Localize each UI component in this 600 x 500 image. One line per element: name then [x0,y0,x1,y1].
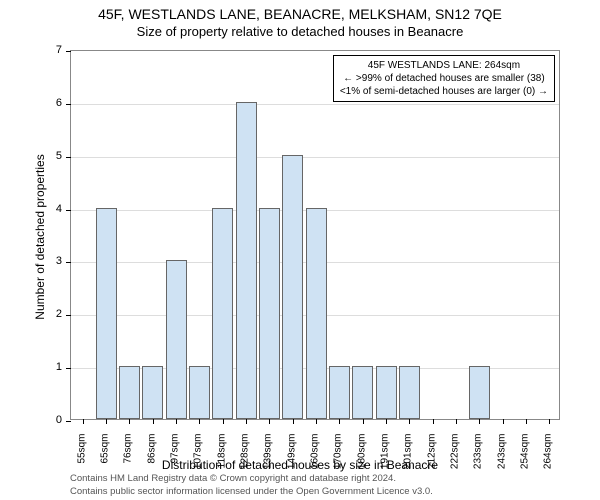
x-tick-mark [83,419,84,424]
bar [282,155,303,419]
x-tick-mark [316,419,317,424]
bar [399,366,420,419]
y-tick-mark [66,104,71,105]
x-tick-mark [246,419,247,424]
x-tick-label: 264sqm [543,434,554,484]
chart-plot-area: 45F WESTLANDS LANE: 264sqm ← >99% of det… [70,50,560,420]
bar [236,102,257,419]
bar [329,366,350,419]
x-tick-label: 97sqm [170,434,181,484]
y-tick-label: 2 [56,308,62,320]
y-tick-mark [66,315,71,316]
x-tick-label: 222sqm [450,434,461,484]
x-tick-label: 191sqm [380,434,391,484]
bar [189,366,210,419]
bar [142,366,163,419]
x-tick-label: 107sqm [193,434,204,484]
y-tick-mark [66,157,71,158]
x-tick-mark [339,419,340,424]
y-tick-label: 6 [56,97,62,109]
x-tick-mark [456,419,457,424]
x-tick-label: 254sqm [520,434,531,484]
bar [306,208,327,419]
y-tick-label: 5 [56,150,62,162]
x-tick-mark [363,419,364,424]
bar [96,208,117,419]
footer-line-2: Contains public sector information licen… [70,486,433,498]
info-box: 45F WESTLANDS LANE: 264sqm ← >99% of det… [333,55,555,102]
x-tick-mark [269,419,270,424]
y-tick-label: 7 [56,44,62,56]
y-tick-label: 0 [56,414,62,426]
y-tick-mark [66,368,71,369]
x-tick-mark [199,419,200,424]
x-tick-mark [409,419,410,424]
bar [212,208,233,419]
x-tick-label: 55sqm [76,434,87,484]
x-tick-mark [223,419,224,424]
y-axis-label: Number of detached properties [33,137,47,337]
chart-subtitle: Size of property relative to detached ho… [0,22,600,39]
info-line-2: ← >99% of detached houses are smaller (3… [340,72,548,85]
info-line-3: <1% of semi-detached houses are larger (… [340,85,548,98]
x-tick-mark [293,419,294,424]
x-tick-label: 180sqm [356,434,367,484]
x-tick-mark [433,419,434,424]
x-tick-mark [106,419,107,424]
x-axis-label: Distribution of detached houses by size … [0,458,600,472]
x-tick-mark [549,419,550,424]
x-tick-mark [176,419,177,424]
x-tick-mark [479,419,480,424]
x-tick-label: 212sqm [426,434,437,484]
grid-line [71,157,559,158]
bar [352,366,373,419]
info-line-1: 45F WESTLANDS LANE: 264sqm [340,59,548,72]
x-tick-label: 128sqm [240,434,251,484]
chart-container: 45F, WESTLANDS LANE, BEANACRE, MELKSHAM,… [0,0,600,500]
x-tick-label: 160sqm [310,434,321,484]
y-tick-mark [66,210,71,211]
page-title: 45F, WESTLANDS LANE, BEANACRE, MELKSHAM,… [0,0,600,22]
x-tick-label: 65sqm [100,434,111,484]
x-tick-mark [503,419,504,424]
x-tick-label: 243sqm [496,434,507,484]
x-tick-mark [526,419,527,424]
y-tick-label: 1 [56,361,62,373]
x-tick-label: 86sqm [146,434,157,484]
y-tick-label: 3 [56,255,62,267]
bar [166,260,187,419]
x-tick-label: 201sqm [403,434,414,484]
y-tick-label: 4 [56,203,62,215]
bar [259,208,280,419]
x-tick-mark [386,419,387,424]
x-tick-label: 139sqm [263,434,274,484]
y-tick-mark [66,51,71,52]
x-tick-mark [153,419,154,424]
x-tick-label: 149sqm [286,434,297,484]
y-tick-mark [66,421,71,422]
grid-line [71,104,559,105]
bar [376,366,397,419]
y-tick-mark [66,262,71,263]
bar [469,366,490,419]
x-tick-label: 233sqm [473,434,484,484]
x-tick-mark [129,419,130,424]
x-tick-label: 118sqm [216,434,227,484]
x-tick-label: 76sqm [123,434,134,484]
bar [119,366,140,419]
x-tick-label: 170sqm [333,434,344,484]
